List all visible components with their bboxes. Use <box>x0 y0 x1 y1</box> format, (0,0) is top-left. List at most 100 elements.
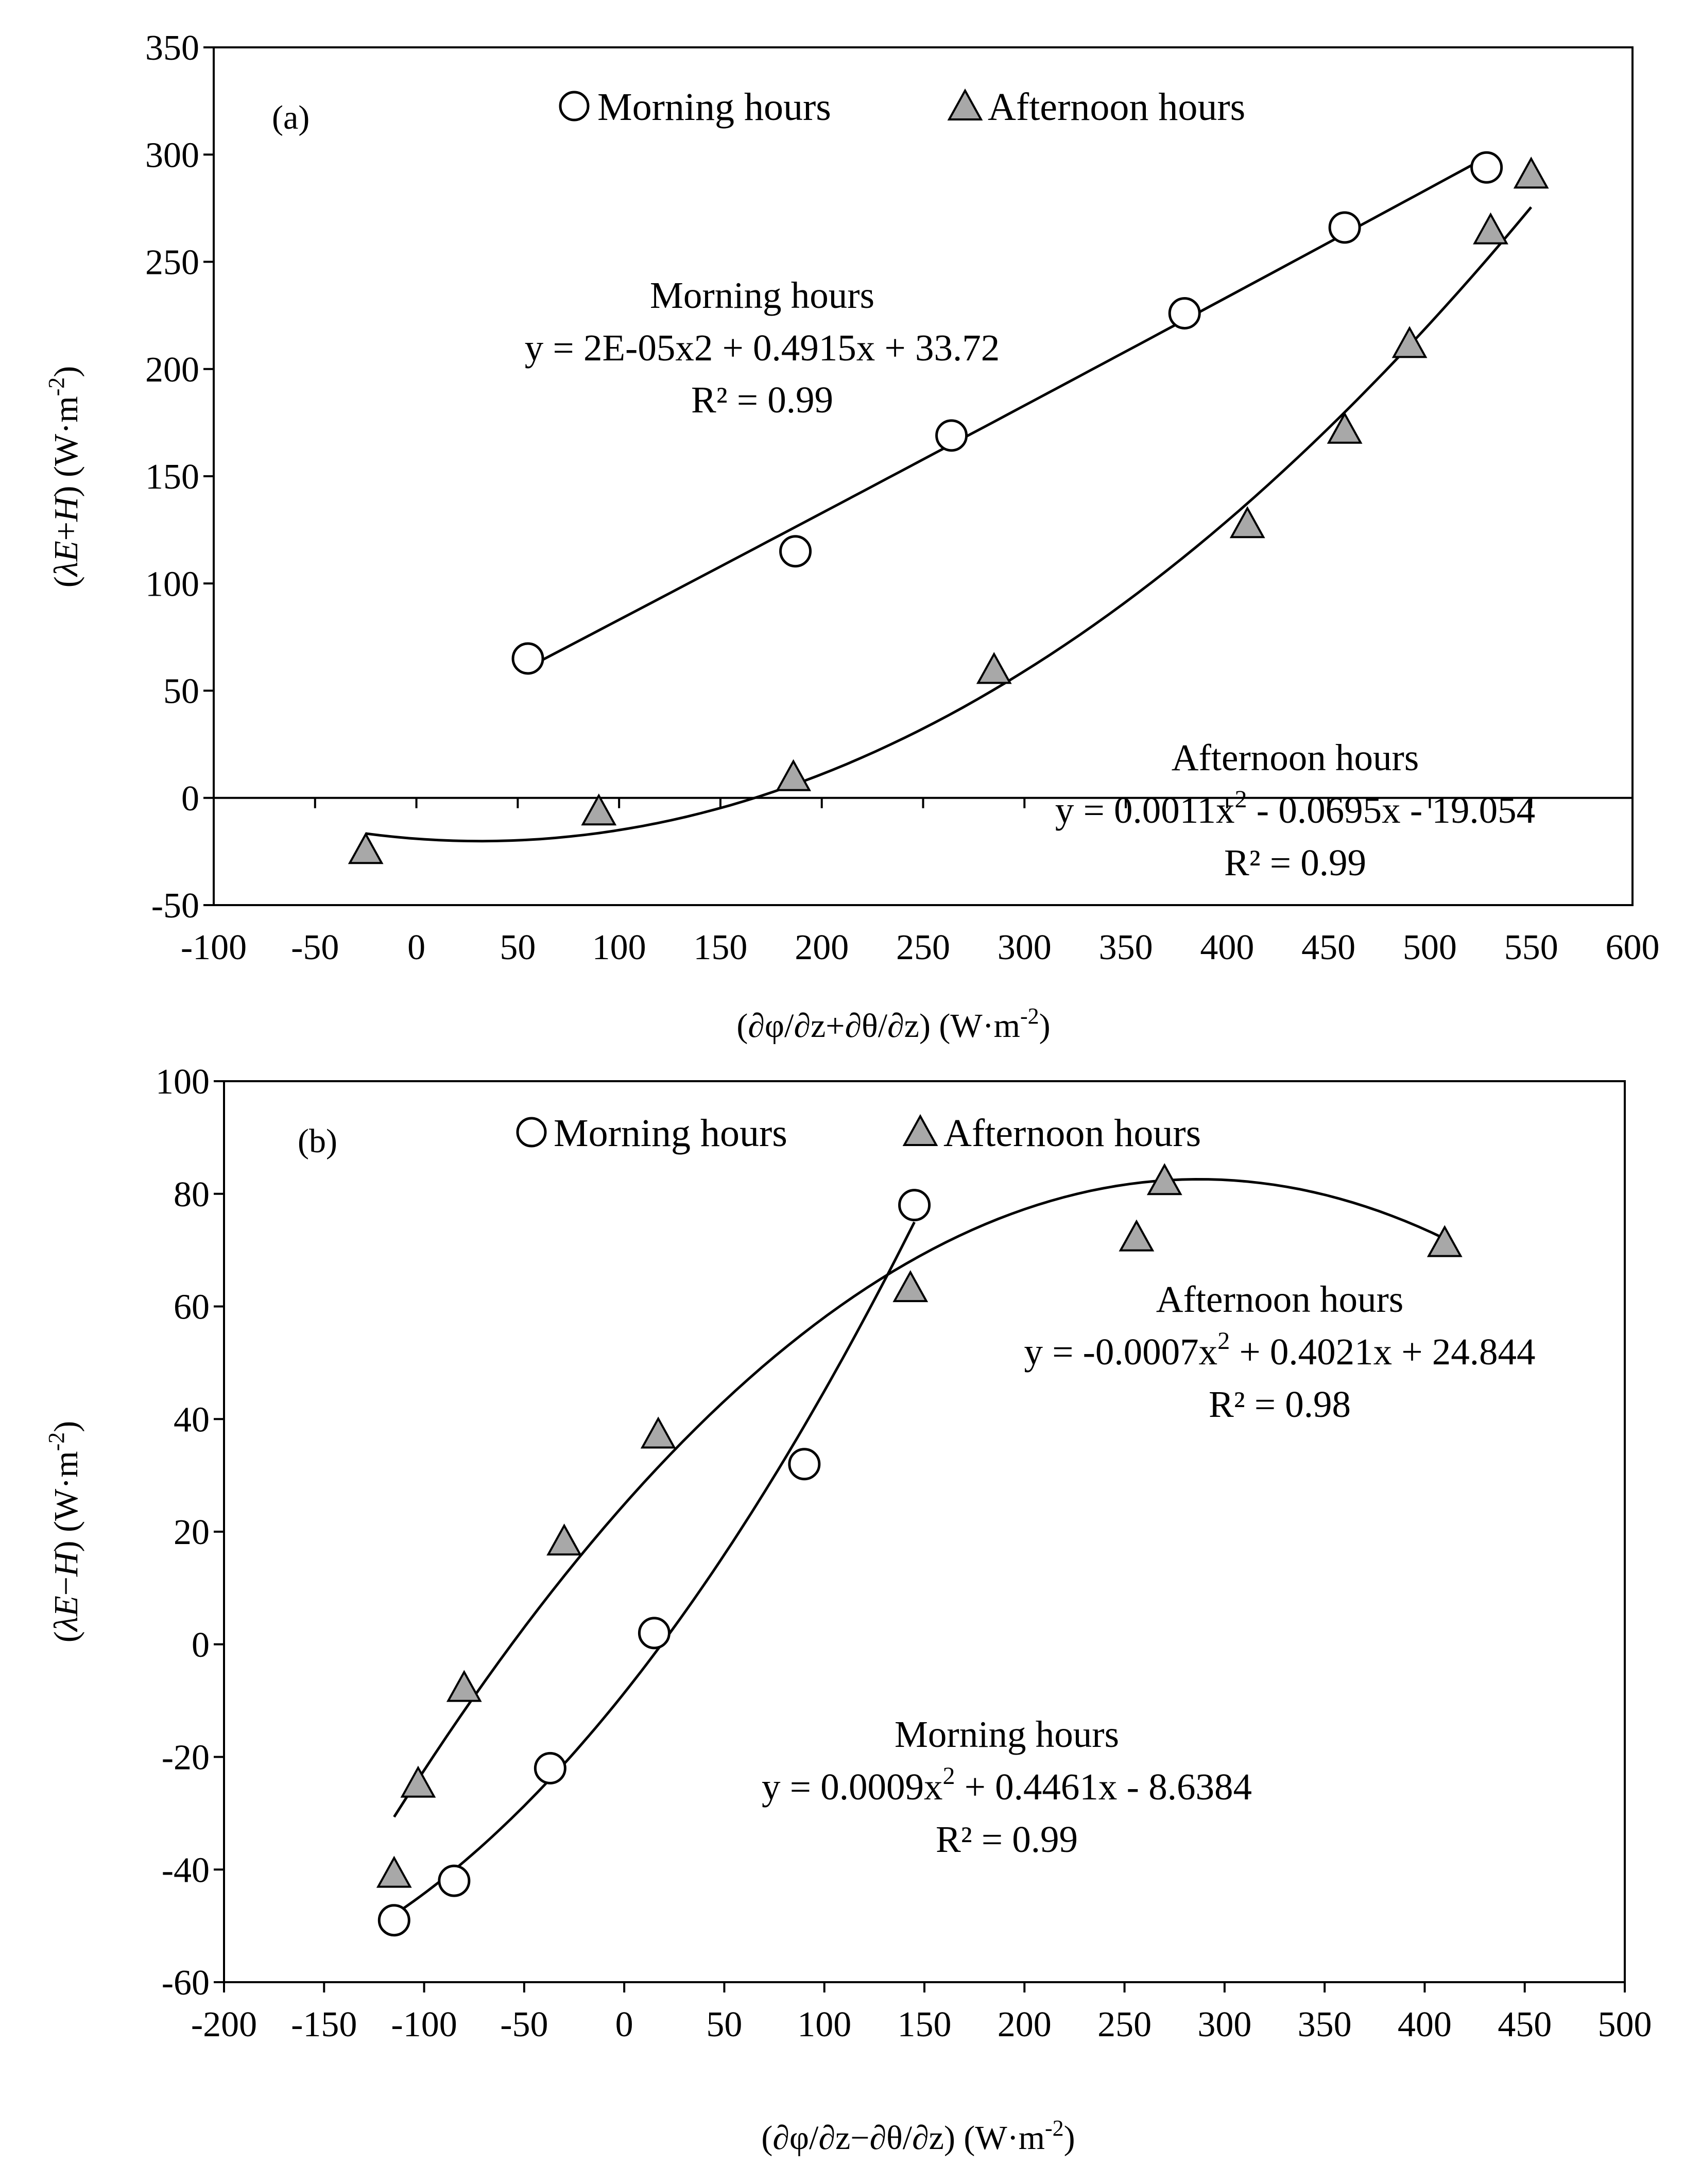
afternoon-data-point <box>976 652 1012 684</box>
annotation-afternoon-name: Afternoon hours <box>1156 1278 1404 1320</box>
morning-data-point <box>377 1904 410 1937</box>
trendlines <box>393 1177 1446 1916</box>
y-axis-title-op: − <box>47 1576 85 1596</box>
annotation-afternoon-r2: R² = 0.99 <box>1224 842 1366 883</box>
y-tick-label: 100 <box>156 1062 210 1102</box>
y-tick-label: 0 <box>192 1625 210 1665</box>
trendlines <box>365 156 1533 843</box>
y-axis-title-var2: H <box>47 1550 85 1577</box>
x-axis-title-close: ) <box>1039 1007 1051 1045</box>
equation-part-a: y = -0.0007x <box>1024 1331 1217 1373</box>
legend-marker-morning-icon <box>559 91 590 122</box>
legend-label-afternoon: Afternoon hours <box>988 85 1245 129</box>
afternoon-data-point <box>581 793 617 826</box>
afternoon-data-point <box>1473 212 1508 245</box>
x-tick-label: 250 <box>1097 2005 1152 2044</box>
x-tick-label: 150 <box>898 2005 952 2044</box>
x-axis-title-close: ) <box>1064 2119 1075 2157</box>
afternoon-data-point <box>1327 411 1363 444</box>
annotation-afternoon-name: Afternoon hours <box>1172 737 1419 778</box>
y-axis-ticks: -60 -40 -20 0 20 40 60 80 100 <box>156 1062 224 2003</box>
x-axis-title-sup: -2 <box>1045 2116 1064 2141</box>
morning-data-point <box>898 1189 931 1222</box>
y-tick-label: 40 <box>174 1400 210 1440</box>
y-tick-label: 300 <box>145 135 199 175</box>
morning-data-point <box>1470 151 1503 184</box>
annotation-afternoon-r2: R² = 0.98 <box>1209 1383 1351 1425</box>
y-axis-title-close: ) <box>47 366 85 377</box>
panel-label: (a) <box>272 99 310 136</box>
y-tick-label: 50 <box>163 672 199 712</box>
x-tick-label: -50 <box>500 2005 548 2044</box>
y-tick-label: 200 <box>145 350 199 390</box>
x-tick-label: 450 <box>1301 928 1355 967</box>
afternoon-data-point <box>1427 1225 1463 1257</box>
y-axis-title-var: λE <box>47 1596 85 1632</box>
morning-fit-annotation: Morning hours y = 2E-05x2 + 0.4915x + 33… <box>525 274 1000 421</box>
equation-superscript: 2 <box>1235 786 1247 813</box>
x-tick-label: -100 <box>391 2005 457 2044</box>
legend-marker-morning-icon <box>516 1117 547 1148</box>
afternoon-data-point <box>546 1523 582 1556</box>
equation-superscript: 2 <box>1217 1327 1230 1355</box>
y-axis-title-var2: H <box>47 495 85 522</box>
morning-trendline <box>527 156 1487 669</box>
y-axis-title-sup: -2 <box>44 377 69 396</box>
annotation-morning-r2: R² = 0.99 <box>691 379 833 421</box>
x-axis-title-sup: -2 <box>1020 1003 1039 1029</box>
x-tick-label: 250 <box>896 928 950 967</box>
x-tick-label: 350 <box>1099 928 1153 967</box>
x-tick-label: 0 <box>615 2005 633 2044</box>
y-tick-label: 0 <box>181 779 199 819</box>
x-axis-title-main: (∂φ/∂z−∂θ/∂z) (W·m <box>761 2119 1045 2157</box>
morning-data-point <box>1328 211 1361 244</box>
y-axis-title-var: λE <box>47 541 85 577</box>
afternoon-data-point <box>776 759 812 791</box>
annotation-afternoon-equation: y = 0.0011x2 - 0.0695x - 19.054 <box>1055 786 1535 831</box>
annotation-morning-name: Morning hours <box>650 274 874 316</box>
legend: Morning hours Afternoon hours <box>559 85 1245 129</box>
y-tick-label: -40 <box>162 1850 210 1890</box>
equation-part-a: y = 0.0009x <box>762 1766 942 1808</box>
x-tick-label: -50 <box>291 928 339 967</box>
x-tick-label: 100 <box>592 928 646 967</box>
x-axis-title: (∂φ/∂z−∂θ/∂z) (W·m-2) <box>761 2116 1075 2157</box>
x-tick-label: 550 <box>1504 928 1558 967</box>
morning-data-point <box>935 419 968 452</box>
annotation-morning-name: Morning hours <box>895 1713 1119 1755</box>
x-axis-ticks: -100 -50 0 50 100 150 200 250 300 350 400 450 500 550… <box>181 798 1660 967</box>
afternoon-trendline <box>393 1177 1446 1818</box>
x-tick-label: 500 <box>1403 928 1457 967</box>
y-tick-label: 350 <box>145 28 199 68</box>
afternoon-data-point <box>1146 1163 1182 1195</box>
x-tick-label: -150 <box>291 2005 357 2044</box>
morning-data-point <box>438 1864 471 1897</box>
x-tick-label: 300 <box>1197 2005 1251 2044</box>
annotation-morning-equation: y = 0.0009x2 + 0.4461x - 8.6384 <box>762 1762 1252 1808</box>
morning-data-point <box>788 1448 821 1481</box>
y-tick-label: -50 <box>151 886 199 926</box>
x-axis-title: (∂φ/∂z+∂θ/∂z) (W·m-2) <box>736 1003 1050 1045</box>
y-axis-ticks: -50 0 50 100 150 200 250 300 350 <box>145 28 214 926</box>
equation-superscript: 2 <box>942 1762 955 1790</box>
y-tick-label: 100 <box>145 564 199 604</box>
afternoon-fit-annotation: Afternoon hours y = -0.0007x2 + 0.4021x … <box>1024 1278 1535 1425</box>
legend-marker-afternoon-icon <box>902 1114 938 1146</box>
x-tick-label: 400 <box>1200 928 1254 967</box>
data-points <box>348 151 1549 864</box>
y-axis-title-unit: (W·m <box>47 1451 85 1532</box>
panel-label: (b) <box>298 1122 337 1160</box>
panel-b-chart: -200 -150 -100 -50 0 50 100 150 200 250 300 350 400 4… <box>44 1062 1652 2157</box>
x-tick-label: 0 <box>407 928 425 967</box>
y-axis-title: (λE+H) (W·m-2) <box>44 366 85 588</box>
panel-a-chart: -100 -50 0 50 100 150 200 250 300 350 400 450 500 550… <box>44 28 1660 1045</box>
afternoon-trendline <box>365 206 1533 843</box>
legend-label-morning: Morning hours <box>554 1112 787 1155</box>
x-tick-label: 350 <box>1298 2005 1352 2044</box>
x-tick-label: 200 <box>998 2005 1052 2044</box>
afternoon-data-point <box>376 1856 412 1888</box>
annotation-morning-equation: y = 2E-05x2 + 0.4915x + 33.72 <box>525 327 1000 369</box>
morning-fit-annotation: Morning hours y = 0.0009x2 + 0.4461x - 8… <box>762 1713 1252 1860</box>
y-axis-title-sup: -2 <box>44 1432 69 1451</box>
